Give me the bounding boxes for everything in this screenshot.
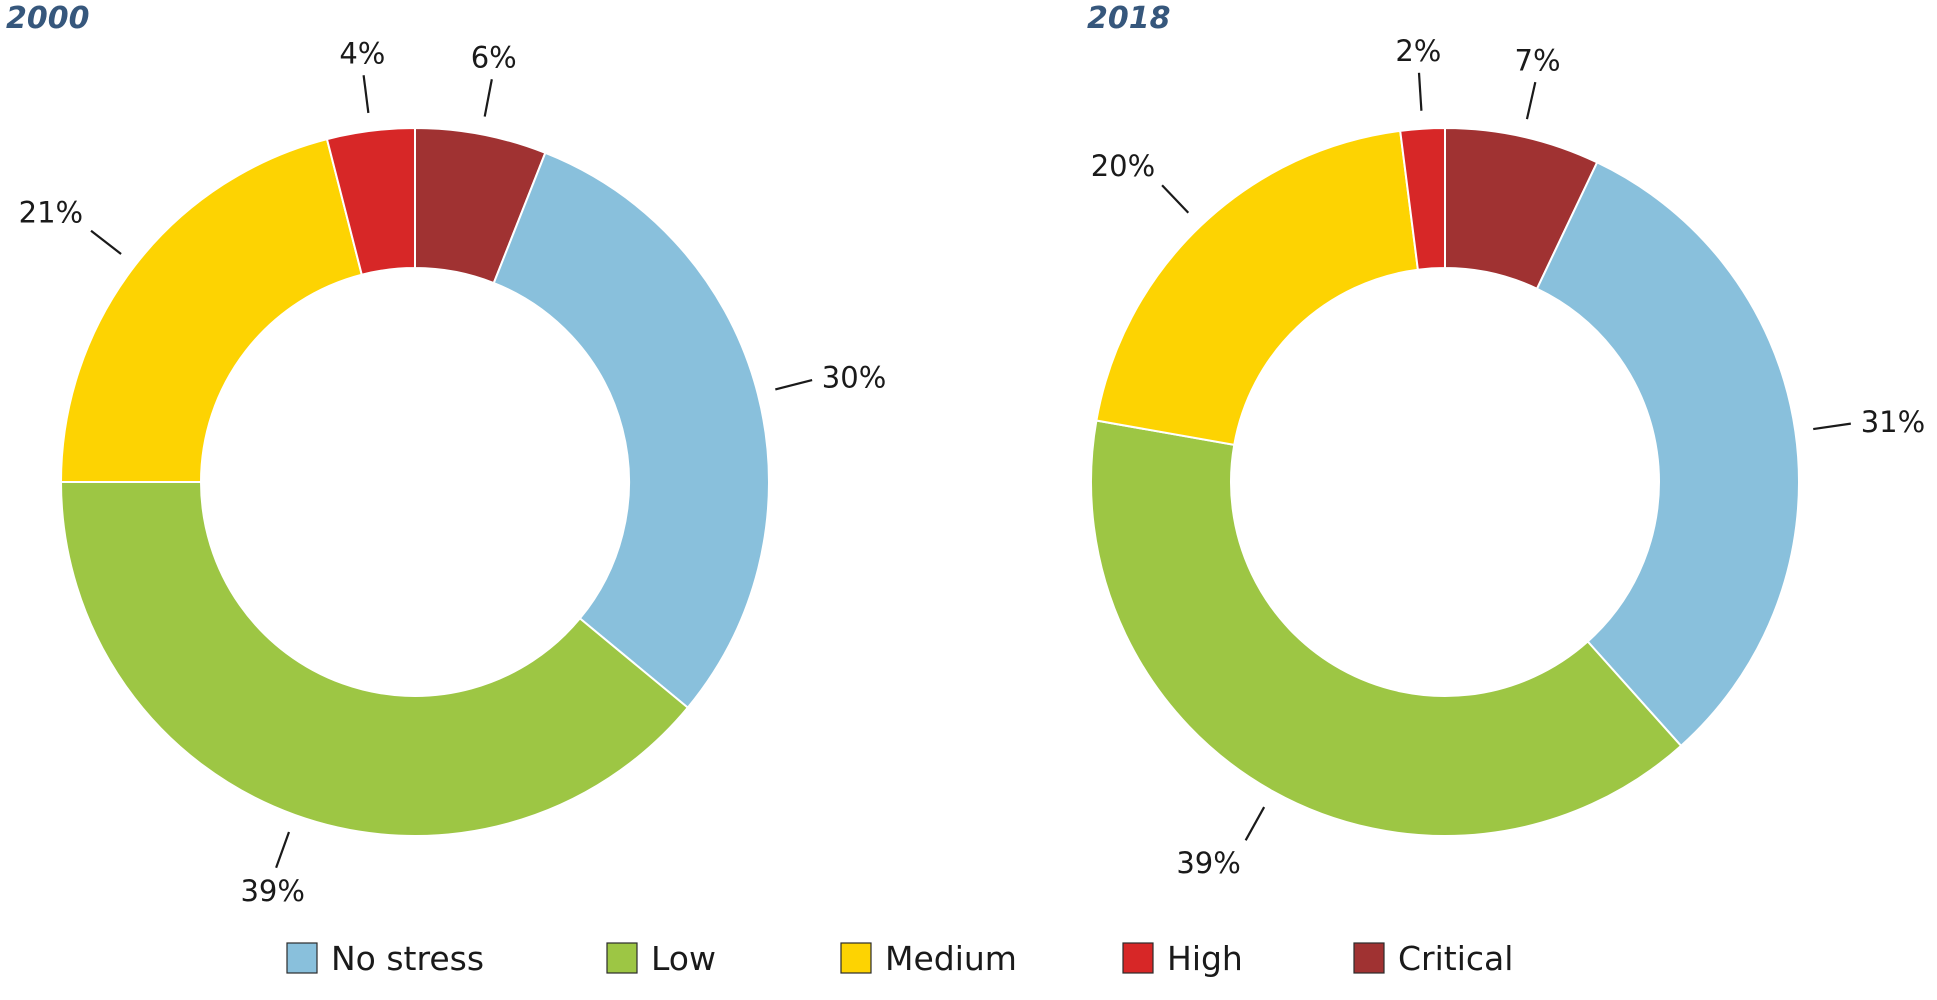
legend-swatch <box>840 942 872 974</box>
slice-medium <box>1095 129 1420 446</box>
data-label-low: 39% <box>240 874 304 908</box>
charts-layer: 2000 6% 30% 39% 21% 4% 2018 7% 31% 39% 20% 2% <box>6 1 1925 908</box>
data-label-no-stress: 31% <box>1861 405 1925 439</box>
legend-item-critical: Critical <box>1353 939 1513 978</box>
legend-label: High <box>1167 939 1243 978</box>
data-label-no-stress: 30% <box>822 361 886 395</box>
legend-item-no-stress: No stress <box>286 939 484 978</box>
data-label-medium: 20% <box>1091 149 1155 183</box>
data-label-critical: 7% <box>1515 43 1561 77</box>
donut-chart-2000: 2000 6% 30% 39% 21% 4% <box>6 1 886 908</box>
legend-label: Medium <box>885 939 1017 978</box>
data-label-high: 2% <box>1395 34 1441 68</box>
legend-swatch <box>286 942 318 974</box>
leader-line-critical <box>483 79 493 117</box>
slice-low <box>59 481 690 837</box>
leader-line-high <box>362 75 370 114</box>
chart-title: 2000 <box>6 1 90 36</box>
legend-swatch <box>1353 942 1385 974</box>
leader-line-critical <box>1525 81 1537 120</box>
data-label-high: 4% <box>339 36 385 70</box>
leader-line-medium <box>1161 184 1190 214</box>
slice-no-stress <box>1535 161 1800 748</box>
leader-line-high <box>1417 72 1423 111</box>
leader-line-no-stress <box>1813 422 1851 431</box>
legend-swatch <box>606 942 638 974</box>
slice-no-stress <box>492 151 770 710</box>
slice-high <box>325 126 416 276</box>
legend-item-low: Low <box>606 939 716 978</box>
legend-item-high: High <box>1122 939 1243 978</box>
slice-low <box>1090 419 1683 837</box>
data-label-medium: 21% <box>19 196 83 230</box>
leader-line-low <box>1244 806 1266 841</box>
legend-label: Low <box>651 939 716 978</box>
data-label-critical: 6% <box>471 40 517 74</box>
legend: No stress Low Medium High Critical <box>286 939 1513 978</box>
leader-line-low <box>275 831 291 869</box>
legend-label: No stress <box>331 939 484 978</box>
data-label-low: 39% <box>1176 846 1240 880</box>
slice-medium <box>59 137 363 483</box>
chart-title: 2018 <box>1087 1 1171 36</box>
leader-line-no-stress <box>775 378 813 391</box>
legend-label: Critical <box>1398 939 1513 978</box>
donut-chart-2018: 2018 7% 31% 39% 20% 2% <box>1087 1 1925 880</box>
legend-swatch <box>1122 942 1154 974</box>
legend-item-medium: Medium <box>840 939 1017 978</box>
slice-high <box>1399 126 1446 271</box>
leader-line-medium <box>90 229 122 255</box>
